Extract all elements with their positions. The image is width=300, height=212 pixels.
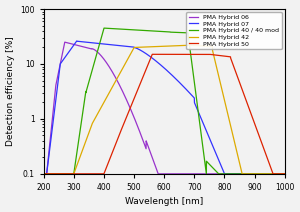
PMA Hybrid 42 [252, 173, 256, 175]
PMA Hybrid 50 [252, 121, 256, 123]
PMA Hybrid 40 / 40 mod [283, 173, 286, 175]
PMA Hybrid 06 [278, 173, 282, 175]
PMA Hybrid 42 [278, 173, 282, 175]
PMA Hybrid 50 [134, 92, 138, 95]
Line: PMA Hybrid 50: PMA Hybrid 50 [44, 54, 285, 174]
PMA Hybrid 07 [283, 173, 286, 175]
PMA Hybrid 42 [283, 173, 286, 175]
Legend: PMA Hybrid 06, PMA Hybrid 07, PMA Hybrid 40 / 40 mod, PMA Hybrid 42, PMA Hybrid : PMA Hybrid 06, PMA Hybrid 07, PMA Hybrid… [186, 12, 282, 49]
PMA Hybrid 40 / 40 mod [278, 173, 282, 175]
PMA Hybrid 42 [134, 46, 138, 49]
PMA Hybrid 06 [145, 141, 148, 144]
PMA Hybrid 07 [42, 173, 45, 175]
PMA Hybrid 50 [283, 173, 286, 175]
X-axis label: Wavelength [nm]: Wavelength [nm] [125, 197, 203, 206]
Y-axis label: Detection efficiency [%]: Detection efficiency [%] [6, 37, 15, 146]
PMA Hybrid 07 [278, 173, 282, 175]
PMA Hybrid 07 [69, 47, 73, 50]
PMA Hybrid 40 / 40 mod [84, 93, 87, 95]
PMA Hybrid 07 [75, 40, 79, 42]
PMA Hybrid 06 [283, 173, 286, 175]
PMA Hybrid 06 [63, 41, 67, 43]
PMA Hybrid 40 / 40 mod [134, 29, 138, 31]
PMA Hybrid 50 [42, 173, 45, 175]
PMA Hybrid 42 [69, 173, 73, 175]
PMA Hybrid 42 [187, 44, 190, 46]
PMA Hybrid 40 / 40 mod [42, 173, 45, 175]
PMA Hybrid 07 [134, 47, 138, 49]
PMA Hybrid 42 [42, 173, 45, 175]
PMA Hybrid 50 [84, 173, 87, 175]
Line: PMA Hybrid 40 / 40 mod: PMA Hybrid 40 / 40 mod [44, 28, 285, 174]
Line: PMA Hybrid 42: PMA Hybrid 42 [44, 45, 285, 174]
PMA Hybrid 40 / 40 mod [252, 173, 256, 175]
PMA Hybrid 06 [134, 121, 138, 124]
PMA Hybrid 06 [42, 173, 45, 175]
PMA Hybrid 50 [69, 173, 73, 175]
PMA Hybrid 50 [145, 67, 148, 69]
PMA Hybrid 07 [145, 53, 148, 55]
PMA Hybrid 40 / 40 mod [69, 173, 73, 175]
PMA Hybrid 40 / 40 mod [145, 29, 148, 32]
PMA Hybrid 07 [84, 41, 87, 43]
PMA Hybrid 40 / 40 mod [102, 27, 106, 29]
PMA Hybrid 06 [84, 46, 87, 49]
PMA Hybrid 42 [84, 141, 87, 143]
PMA Hybrid 06 [252, 173, 256, 175]
PMA Hybrid 50 [278, 173, 282, 175]
PMA Hybrid 50 [150, 53, 154, 56]
Line: PMA Hybrid 07: PMA Hybrid 07 [44, 41, 285, 174]
PMA Hybrid 06 [69, 42, 73, 45]
PMA Hybrid 42 [145, 46, 148, 48]
PMA Hybrid 07 [252, 173, 256, 175]
Line: PMA Hybrid 06: PMA Hybrid 06 [44, 42, 285, 174]
